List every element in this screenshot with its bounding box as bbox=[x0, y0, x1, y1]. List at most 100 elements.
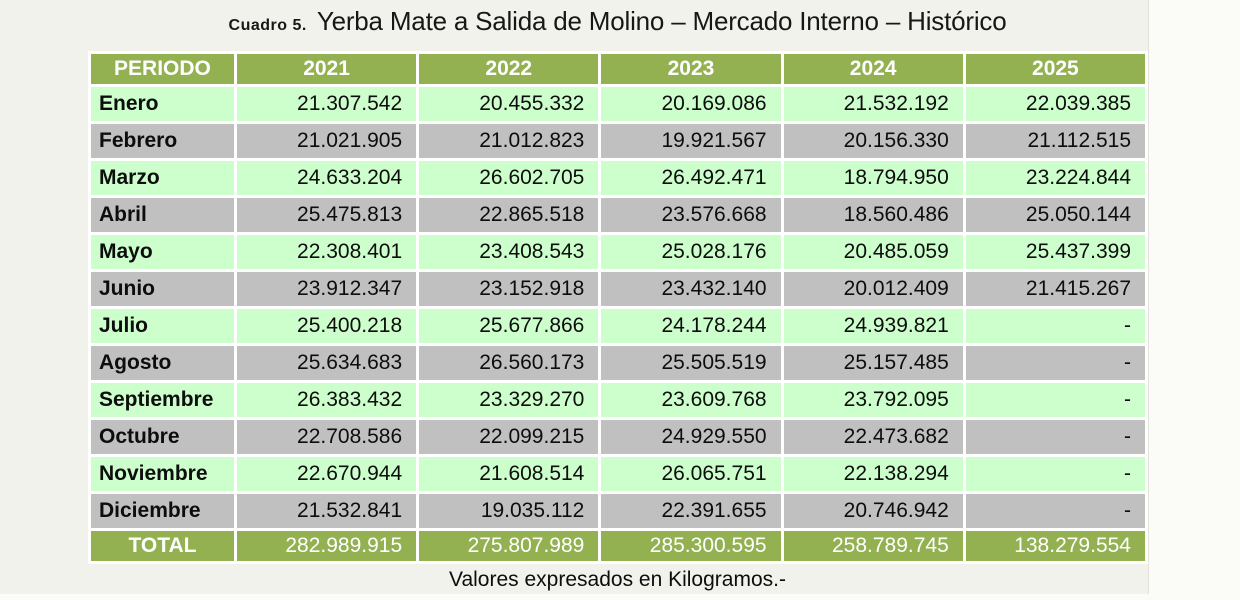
value-cell: - bbox=[965, 309, 1145, 343]
year-column-header: 2021 bbox=[236, 54, 417, 84]
value-cell: 25.634.683 bbox=[236, 346, 417, 380]
value-cell: 21.415.267 bbox=[965, 272, 1145, 306]
value-cell: 25.505.519 bbox=[601, 346, 781, 380]
value-cell: - bbox=[965, 457, 1145, 491]
month-cell: Noviembre bbox=[91, 457, 234, 491]
month-cell: Julio bbox=[91, 309, 234, 343]
month-cell: Agosto bbox=[91, 346, 234, 380]
value-cell: 20.746.942 bbox=[783, 494, 963, 528]
month-cell: Diciembre bbox=[91, 494, 234, 528]
month-cell: Abril bbox=[91, 198, 234, 232]
yerba-mate-table: PERIODO 2021 2022 2023 2024 2025 Enero 21.307… bbox=[88, 51, 1148, 564]
value-cell: 25.677.866 bbox=[419, 309, 599, 343]
table-footer: TOTAL 282.989.915 275.807.989 285.300.595 2… bbox=[91, 531, 1145, 561]
value-cell: 25.475.813 bbox=[236, 198, 417, 232]
table-row: Octubre 22.708.586 22.099.215 24.929.550 22.… bbox=[91, 420, 1145, 454]
total-value-cell: 258.789.745 bbox=[783, 531, 963, 561]
value-cell: 21.021.905 bbox=[236, 124, 417, 158]
year-column-header: 2025 bbox=[965, 54, 1145, 84]
value-cell: 23.224.844 bbox=[965, 161, 1145, 195]
total-value-cell: 282.989.915 bbox=[236, 531, 417, 561]
value-cell: 23.912.347 bbox=[236, 272, 417, 306]
value-cell: 20.455.332 bbox=[419, 87, 599, 121]
table-row: Septiembre 26.383.432 23.329.270 23.609.768… bbox=[91, 383, 1145, 417]
value-cell: 19.035.112 bbox=[419, 494, 599, 528]
value-cell: 23.329.270 bbox=[419, 383, 599, 417]
value-cell: 25.028.176 bbox=[601, 235, 781, 269]
value-cell: 26.560.173 bbox=[419, 346, 599, 380]
table-number-label: Cuadro 5. bbox=[228, 17, 307, 34]
value-cell: 22.308.401 bbox=[236, 235, 417, 269]
value-cell: 20.012.409 bbox=[783, 272, 963, 306]
value-cell: 19.921.567 bbox=[601, 124, 781, 158]
table-row: Junio 23.912.347 23.152.918 23.432.140 20.01… bbox=[91, 272, 1145, 306]
value-cell: - bbox=[965, 383, 1145, 417]
value-cell: 20.156.330 bbox=[783, 124, 963, 158]
value-cell: 21.307.542 bbox=[236, 87, 417, 121]
total-value-cell: 138.279.554 bbox=[965, 531, 1145, 561]
value-cell: 18.560.486 bbox=[783, 198, 963, 232]
table-row: Noviembre 22.670.944 21.608.514 26.065.751 2… bbox=[91, 457, 1145, 491]
value-cell: - bbox=[965, 346, 1145, 380]
value-cell: 26.383.432 bbox=[236, 383, 417, 417]
table-row: Febrero 21.021.905 21.012.823 19.921.567 20.… bbox=[91, 124, 1145, 158]
month-cell: Junio bbox=[91, 272, 234, 306]
month-cell: Marzo bbox=[91, 161, 234, 195]
table-header: PERIODO 2021 2022 2023 2024 2025 bbox=[91, 54, 1145, 84]
year-column-header: 2024 bbox=[783, 54, 963, 84]
year-column-header: 2022 bbox=[419, 54, 599, 84]
value-cell: 24.929.550 bbox=[601, 420, 781, 454]
value-cell: 22.099.215 bbox=[419, 420, 599, 454]
table-row: Diciembre 21.532.841 19.035.112 22.391.655 2… bbox=[91, 494, 1145, 528]
value-cell: 21.532.192 bbox=[783, 87, 963, 121]
month-cell: Febrero bbox=[91, 124, 234, 158]
table-row: Julio 25.400.218 25.677.866 24.178.244 24.93… bbox=[91, 309, 1145, 343]
table-row: Enero 21.307.542 20.455.332 20.169.086 21.53… bbox=[91, 87, 1145, 121]
value-cell: 24.178.244 bbox=[601, 309, 781, 343]
month-cell: Mayo bbox=[91, 235, 234, 269]
value-cell: - bbox=[965, 420, 1145, 454]
page-title: Cuadro 5. Yerba Mate a Salida de Molino –… bbox=[89, 6, 1146, 37]
table-row: Agosto 25.634.683 26.560.173 25.505.519 25.1… bbox=[91, 346, 1145, 380]
value-cell: 25.050.144 bbox=[965, 198, 1145, 232]
value-cell: 23.152.918 bbox=[419, 272, 599, 306]
value-cell: 21.112.515 bbox=[965, 124, 1145, 158]
value-cell: 23.408.543 bbox=[419, 235, 599, 269]
value-cell: 21.532.841 bbox=[236, 494, 417, 528]
value-cell: 24.633.204 bbox=[236, 161, 417, 195]
value-cell: 23.792.095 bbox=[783, 383, 963, 417]
value-cell: 22.865.518 bbox=[419, 198, 599, 232]
value-cell: 22.039.385 bbox=[965, 87, 1145, 121]
value-cell: 24.939.821 bbox=[783, 309, 963, 343]
value-cell: 23.576.668 bbox=[601, 198, 781, 232]
value-cell: 20.485.059 bbox=[783, 235, 963, 269]
total-label: TOTAL bbox=[91, 531, 234, 561]
value-cell: 20.169.086 bbox=[601, 87, 781, 121]
month-cell: Septiembre bbox=[91, 383, 234, 417]
value-cell: 26.065.751 bbox=[601, 457, 781, 491]
table-row: Mayo 22.308.401 23.408.543 25.028.176 20.485… bbox=[91, 235, 1145, 269]
month-cell: Octubre bbox=[91, 420, 234, 454]
value-cell: 22.708.586 bbox=[236, 420, 417, 454]
table-row: Abril 25.475.813 22.865.518 23.576.668 18.56… bbox=[91, 198, 1145, 232]
value-cell: 25.157.485 bbox=[783, 346, 963, 380]
value-cell: 22.391.655 bbox=[601, 494, 781, 528]
slide-background: Cuadro 5. Yerba Mate a Salida de Molino –… bbox=[0, 0, 1149, 594]
month-cell: Enero bbox=[91, 87, 234, 121]
value-cell: 26.492.471 bbox=[601, 161, 781, 195]
value-cell: 23.609.768 bbox=[601, 383, 781, 417]
table-title-text: Yerba Mate a Salida de Molino – Mercado … bbox=[316, 6, 1007, 36]
value-cell: 21.012.823 bbox=[419, 124, 599, 158]
value-cell: 25.437.399 bbox=[965, 235, 1145, 269]
period-column-header: PERIODO bbox=[91, 54, 234, 84]
value-cell: - bbox=[965, 494, 1145, 528]
units-note: Valores expresados en Kilogramos.- bbox=[449, 568, 786, 591]
value-cell: 18.794.950 bbox=[783, 161, 963, 195]
table-body: Enero 21.307.542 20.455.332 20.169.086 21.53… bbox=[91, 87, 1145, 528]
total-value-cell: 285.300.595 bbox=[601, 531, 781, 561]
total-row: TOTAL 282.989.915 275.807.989 285.300.595 2… bbox=[91, 531, 1145, 561]
value-cell: 25.400.218 bbox=[236, 309, 417, 343]
value-cell: 22.138.294 bbox=[783, 457, 963, 491]
value-cell: 22.473.682 bbox=[783, 420, 963, 454]
value-cell: 26.602.705 bbox=[419, 161, 599, 195]
